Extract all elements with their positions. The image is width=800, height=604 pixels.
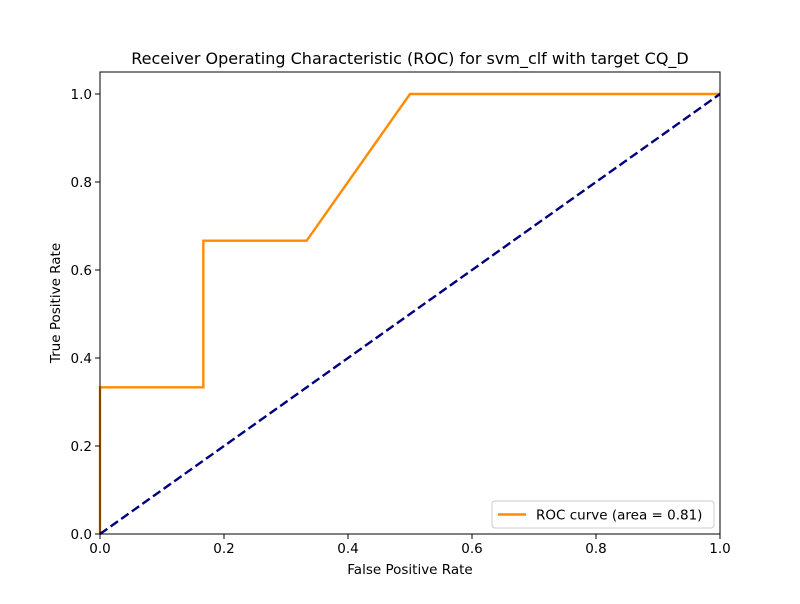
x-tick-label: 0.8 <box>585 541 606 557</box>
y-tick-label: 0.2 <box>71 439 92 455</box>
plot-area <box>98 92 721 535</box>
chance-diagonal-line <box>99 93 721 535</box>
axes-frame <box>99 71 721 535</box>
y-tick-label: 1.0 <box>71 87 92 103</box>
x-tick-label: 0.6 <box>461 541 482 557</box>
chart-title: Receiver Operating Characteristic (ROC) … <box>131 49 689 69</box>
legend-entry-label: ROC curve (area = 0.81) <box>536 508 702 524</box>
x-tick-label: 1.0 <box>709 541 730 557</box>
y-tick-label: 0.4 <box>71 351 92 367</box>
y-tick-label: 0.6 <box>71 263 92 279</box>
y-tick-label: 0.0 <box>71 527 92 543</box>
legend-box <box>491 500 715 529</box>
x-tick-label: 0.4 <box>337 541 358 557</box>
x-axis-label: False Positive Rate <box>347 562 472 578</box>
y-tick-label: 0.8 <box>71 175 92 191</box>
x-tick-label: 0.0 <box>89 541 110 557</box>
x-tick-label: 0.2 <box>213 541 234 557</box>
legend: ROC curve (area = 0.81) <box>491 500 715 529</box>
y-axis-label: True Positive Rate <box>48 243 64 364</box>
axes: 0.0 0.2 0.4 0.6 0.8 1.0 0.0 0.2 0.4 0.6 0.8 1.0 <box>71 71 731 557</box>
